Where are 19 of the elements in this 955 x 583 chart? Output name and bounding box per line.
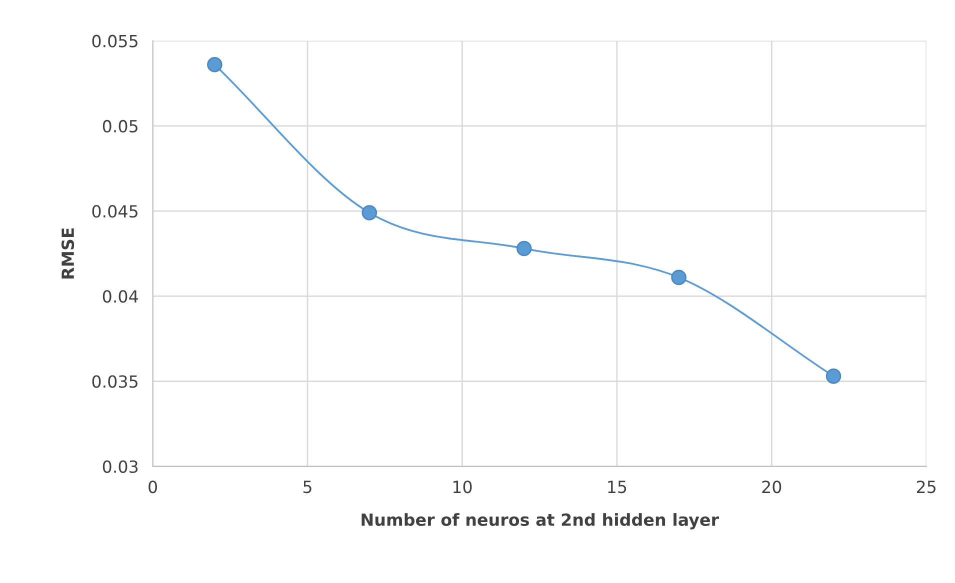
x-tick-label: 5: [303, 480, 312, 494]
x-tick-label: 15: [608, 480, 626, 494]
point: [826, 368, 842, 384]
x-axis-title: Number of neuros at 2nd hidden layer: [362, 513, 719, 530]
y-tick-label: 0.035: [92, 375, 138, 388]
point: [516, 240, 532, 256]
x-tick-label: 20: [762, 480, 782, 494]
x-tick-label: 0: [148, 480, 157, 494]
y-tick-label: 0.055: [92, 34, 138, 48]
x-tick-label: 10: [453, 480, 472, 494]
point: [362, 205, 378, 220]
point: [207, 57, 222, 72]
y-tick-label: 0.045: [92, 205, 138, 218]
point: [671, 270, 686, 286]
y-axis-title: RMSE: [61, 228, 74, 278]
y-tick-label: 0.03: [102, 460, 138, 473]
y-tick-label: 0.04: [102, 290, 138, 303]
y-tick-label: 0.05: [102, 120, 138, 132]
x-tick-label: 25: [916, 480, 936, 494]
